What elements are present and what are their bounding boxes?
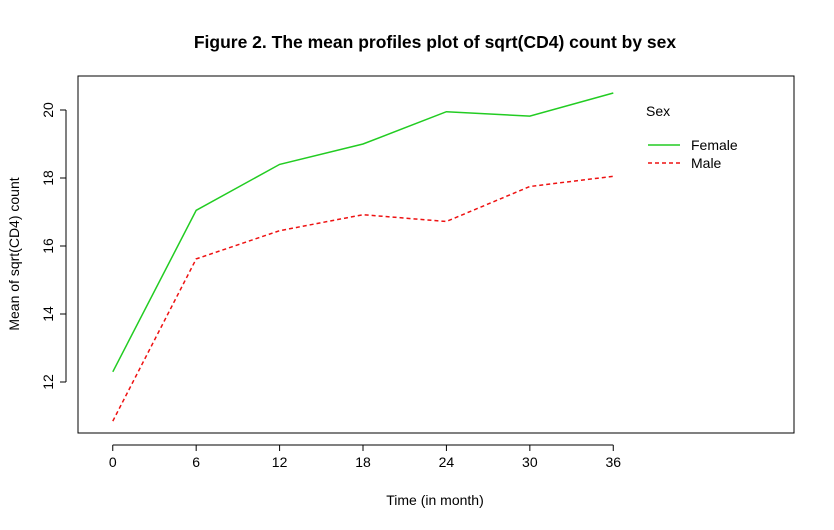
x-tick-label: 0	[109, 454, 117, 470]
x-axis-label: Time (in month)	[386, 492, 484, 508]
y-tick-label: 20	[40, 102, 56, 118]
x-axis: 0 6 12 18 24 30 36	[109, 444, 621, 470]
series-layer	[112, 92, 614, 422]
legend-label-female: Female	[691, 137, 738, 153]
x-tick-label: 30	[522, 454, 538, 470]
x-tick-label: 18	[355, 454, 371, 470]
series-line-female	[112, 92, 614, 373]
legend-title: Sex	[646, 103, 670, 119]
legend-label-male: Male	[691, 155, 722, 171]
y-axis: 12 14 16 18 20	[40, 102, 67, 390]
legend: Sex Female Male	[646, 103, 738, 171]
chart-title: Figure 2. The mean profiles plot of sqrt…	[194, 32, 677, 52]
y-tick-label: 14	[40, 306, 56, 322]
x-tick-label: 36	[605, 454, 621, 470]
plot-frame	[77, 75, 795, 434]
series-line-male	[112, 175, 614, 422]
x-tick-label: 12	[272, 454, 288, 470]
x-tick-label: 24	[439, 454, 455, 470]
y-tick-label: 18	[40, 170, 56, 186]
y-tick-label: 16	[40, 238, 56, 254]
x-tick-label: 6	[192, 454, 200, 470]
y-tick-label: 12	[40, 374, 56, 390]
y-axis-label: Mean of sqrt(CD4) count	[6, 177, 22, 330]
